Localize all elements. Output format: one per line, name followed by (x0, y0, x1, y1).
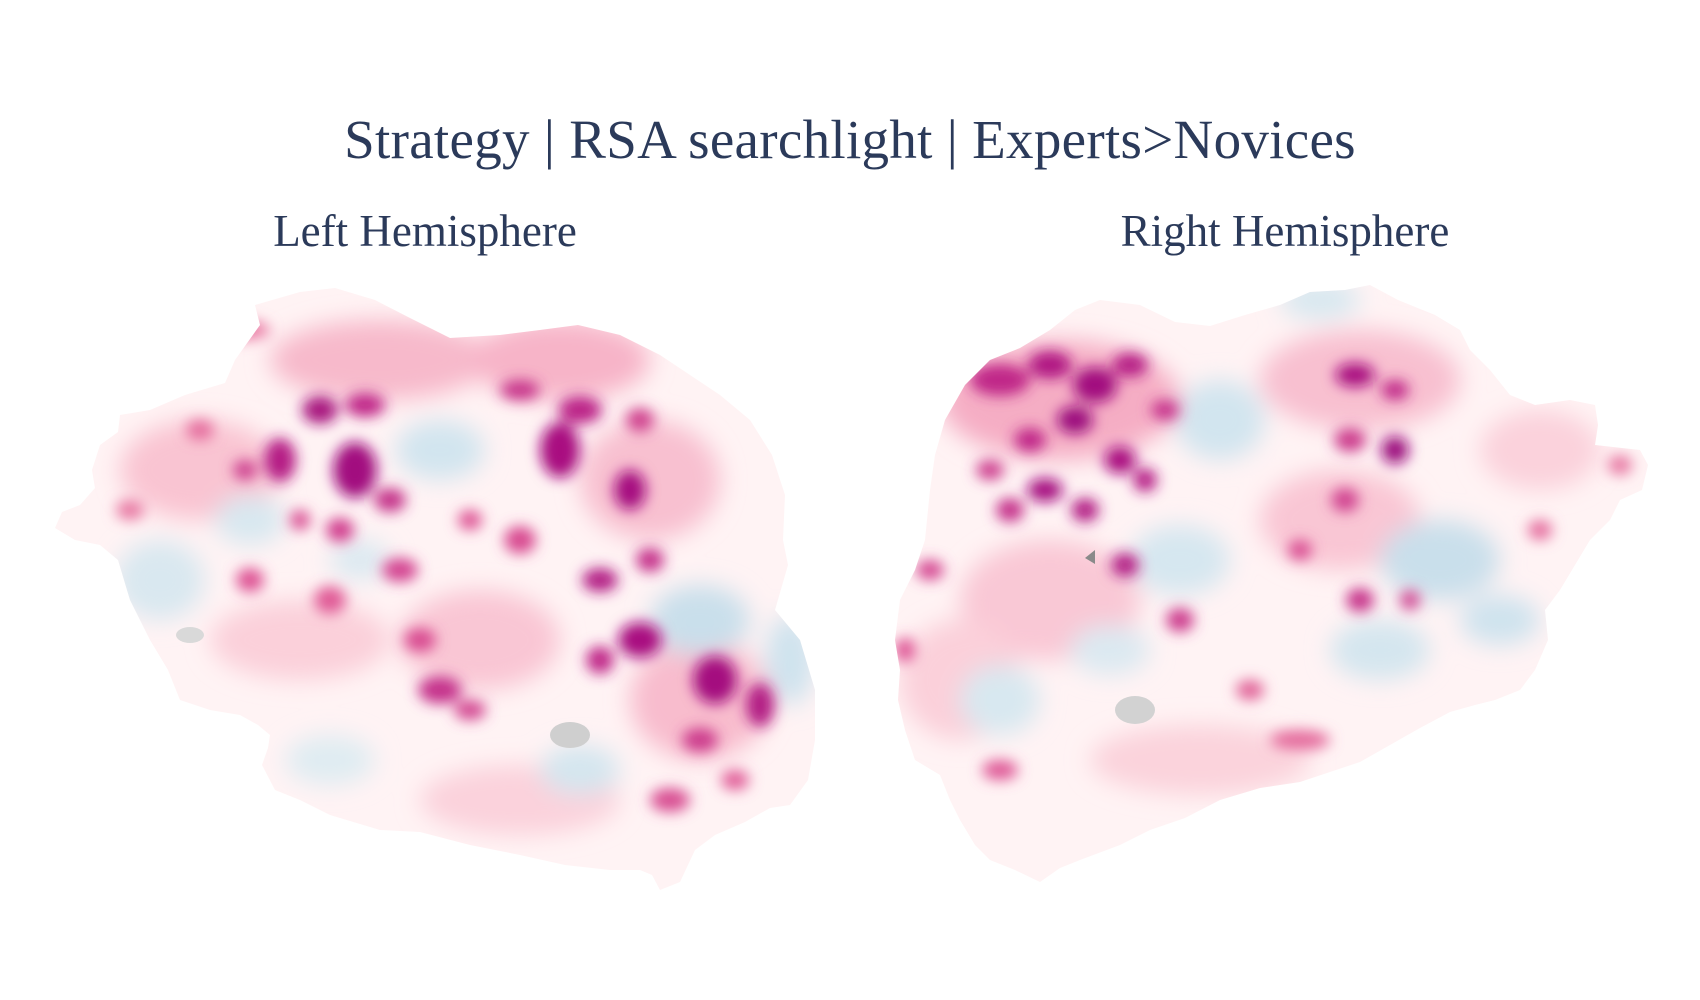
figure-title: Strategy | RSA searchlight | Experts>Nov… (344, 109, 1356, 170)
left-missing-patches (176, 627, 590, 748)
right-strong-pattern (895, 351, 1632, 780)
left-hemisphere-flatmap (55, 288, 815, 890)
right-missing-patches (1085, 550, 1155, 724)
left-strong-pattern (116, 320, 774, 812)
left-hemisphere-title: Left Hemisphere (273, 206, 577, 256)
right-hemisphere-title: Right Hemisphere (1120, 206, 1450, 256)
right-hemisphere-flatmap (895, 285, 1648, 882)
left-weak-pattern (115, 320, 815, 835)
